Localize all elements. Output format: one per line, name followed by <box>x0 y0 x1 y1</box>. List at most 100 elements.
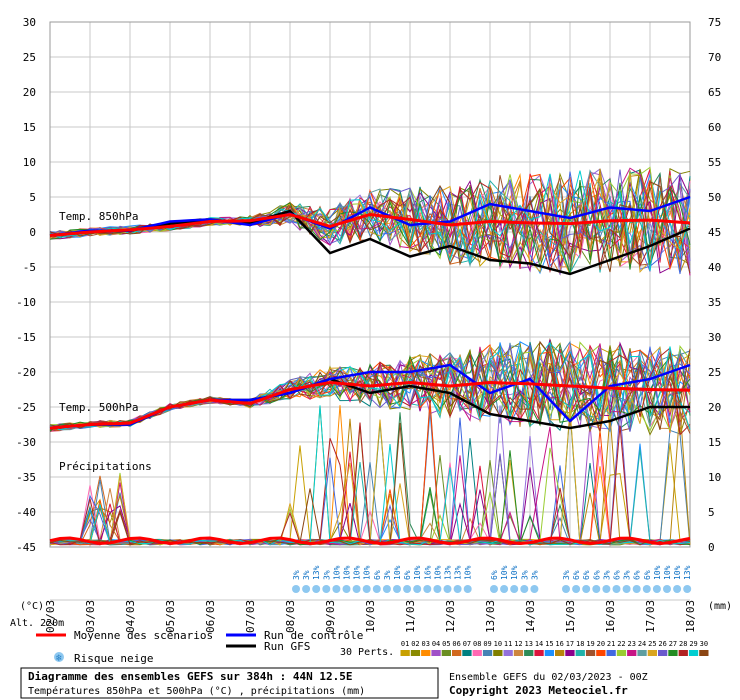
right-tick-label: 60 <box>708 121 721 134</box>
snow-flake-icon <box>622 585 631 593</box>
snow-percent-label: 3% <box>623 570 632 580</box>
pert-swatch <box>462 650 472 656</box>
pert-swatch <box>668 650 678 656</box>
x-tick-label: 11/03 <box>404 600 417 633</box>
left-tick-label: -40 <box>16 506 36 519</box>
snow-percent-label: 6% <box>613 570 622 580</box>
snow-flake-icon <box>632 585 641 593</box>
snow-flake-icon <box>342 585 351 593</box>
pert-number: 03 <box>422 640 430 648</box>
snow-percent-label: 10% <box>673 565 682 580</box>
pert-number: 08 <box>473 640 481 648</box>
snow-flake-icon <box>602 585 611 593</box>
snow-percent-label: 6% <box>572 570 581 580</box>
left-tick-label: 0 <box>29 226 36 239</box>
pert-number: 06 <box>452 640 460 648</box>
snow-flake-icon <box>673 585 682 593</box>
right-tick-label: 50 <box>708 191 721 204</box>
snow-percent-label: 6% <box>582 570 591 580</box>
mean-precip-line <box>49 536 691 546</box>
pert-swatch <box>565 650 575 656</box>
snow-percent-label: 10% <box>464 565 473 580</box>
right-tick-label: 65 <box>708 86 721 99</box>
pert-number: 20 <box>597 640 605 648</box>
run-info: Ensemble GEFS du 02/03/2023 - 00Z <box>449 672 648 683</box>
snow-percent-label: 13% <box>454 565 463 580</box>
snow-percent-label: 3% <box>562 570 571 580</box>
right-tick-label: 30 <box>708 331 721 344</box>
snow-percent-label: 6% <box>633 570 642 580</box>
snow-flake-icon <box>612 585 621 593</box>
pert-number: 28 <box>679 640 687 648</box>
pert-swatch <box>627 650 637 656</box>
legend-control-label: Run de contrôle <box>264 629 363 642</box>
svg-text:❄: ❄ <box>56 653 63 664</box>
pert-swatch <box>606 650 616 656</box>
left-axis-temperature: 30 25 20 15 10 5 0 -5 -10 -15 -20 -25 -30 -35 -40 -45 <box>16 16 36 554</box>
snow-percent-label: 6% <box>373 570 382 580</box>
snow-flake-icon <box>403 585 412 593</box>
label-t850: Temp. 850hPa <box>59 210 138 223</box>
snow-flake-icon <box>312 585 321 593</box>
right-tick-label: 15 <box>708 436 721 449</box>
left-tick-label: 15 <box>23 121 36 134</box>
pert-number: 13 <box>525 640 533 648</box>
left-tick-label: 30 <box>23 16 36 29</box>
legend: Moyenne des scénarios Run de contrôle Ru… <box>36 629 709 665</box>
snow-flake-icon <box>490 585 498 593</box>
snow-percent-label: 10% <box>393 565 402 580</box>
right-tick-label: 75 <box>708 16 721 29</box>
mean-t500-line <box>49 380 691 430</box>
x-tick-label: 17/03 <box>644 600 657 633</box>
pert-swatch <box>544 650 554 656</box>
right-tick-label: 10 <box>708 471 721 484</box>
mean-t850-line <box>49 212 691 237</box>
snow-percent-label: 3% <box>322 570 331 580</box>
gfs-t850-line <box>49 209 691 276</box>
snow-flake-icon <box>362 585 371 593</box>
snow-flake-icon <box>510 585 519 593</box>
snow-flake-icon <box>562 585 570 593</box>
snow-flake-icon <box>463 585 472 593</box>
pert-number: 12 <box>514 640 522 648</box>
right-unit-label: (mm) <box>708 601 732 612</box>
snow-flake-icon <box>332 585 341 593</box>
snow-flake-icon <box>443 585 452 593</box>
snow-percent-label: 10% <box>663 565 672 580</box>
snow-percent-label: 6% <box>403 570 412 580</box>
x-tick-label: 14/03 <box>524 600 537 633</box>
snow-flake-icon <box>530 585 539 593</box>
left-tick-label: -45 <box>16 541 36 554</box>
right-tick-label: 35 <box>708 296 721 309</box>
snow-flake-icon <box>352 585 361 593</box>
snow-percent-label: 13% <box>683 565 692 580</box>
pert-swatch <box>555 650 565 656</box>
pert-number: 04 <box>432 640 440 648</box>
x-tick-label: 18/03 <box>684 600 697 633</box>
left-tick-label: 25 <box>23 51 36 64</box>
right-tick-label: 55 <box>708 156 721 169</box>
snow-percent-label: 6% <box>490 570 499 580</box>
snow-percent-label: 3% <box>520 570 529 580</box>
chart-grid <box>49 21 691 601</box>
pert-swatch <box>596 650 606 656</box>
x-tick-label: 02/03 <box>44 600 57 633</box>
pert-number: 10 <box>494 640 502 648</box>
legend-mean-label: Moyenne des scénarios <box>74 629 213 642</box>
plot-frame <box>49 21 691 548</box>
snow-percent-label: 10% <box>343 565 352 580</box>
snow-flake-icon <box>302 585 311 593</box>
pert-number: 02 <box>411 640 419 648</box>
left-tick-label: -5 <box>23 261 36 274</box>
snow-percent-label: 6% <box>643 570 652 580</box>
snow-percent-label: 10% <box>510 565 519 580</box>
snow-percent-label: 3% <box>302 570 311 580</box>
pert-number: 23 <box>628 640 636 648</box>
x-tick-label: 04/03 <box>124 600 137 633</box>
pert-swatch <box>647 650 657 656</box>
pert-swatch <box>482 650 493 656</box>
label-precip: Précipitations <box>59 460 152 473</box>
pert-number: 09 <box>483 640 491 648</box>
